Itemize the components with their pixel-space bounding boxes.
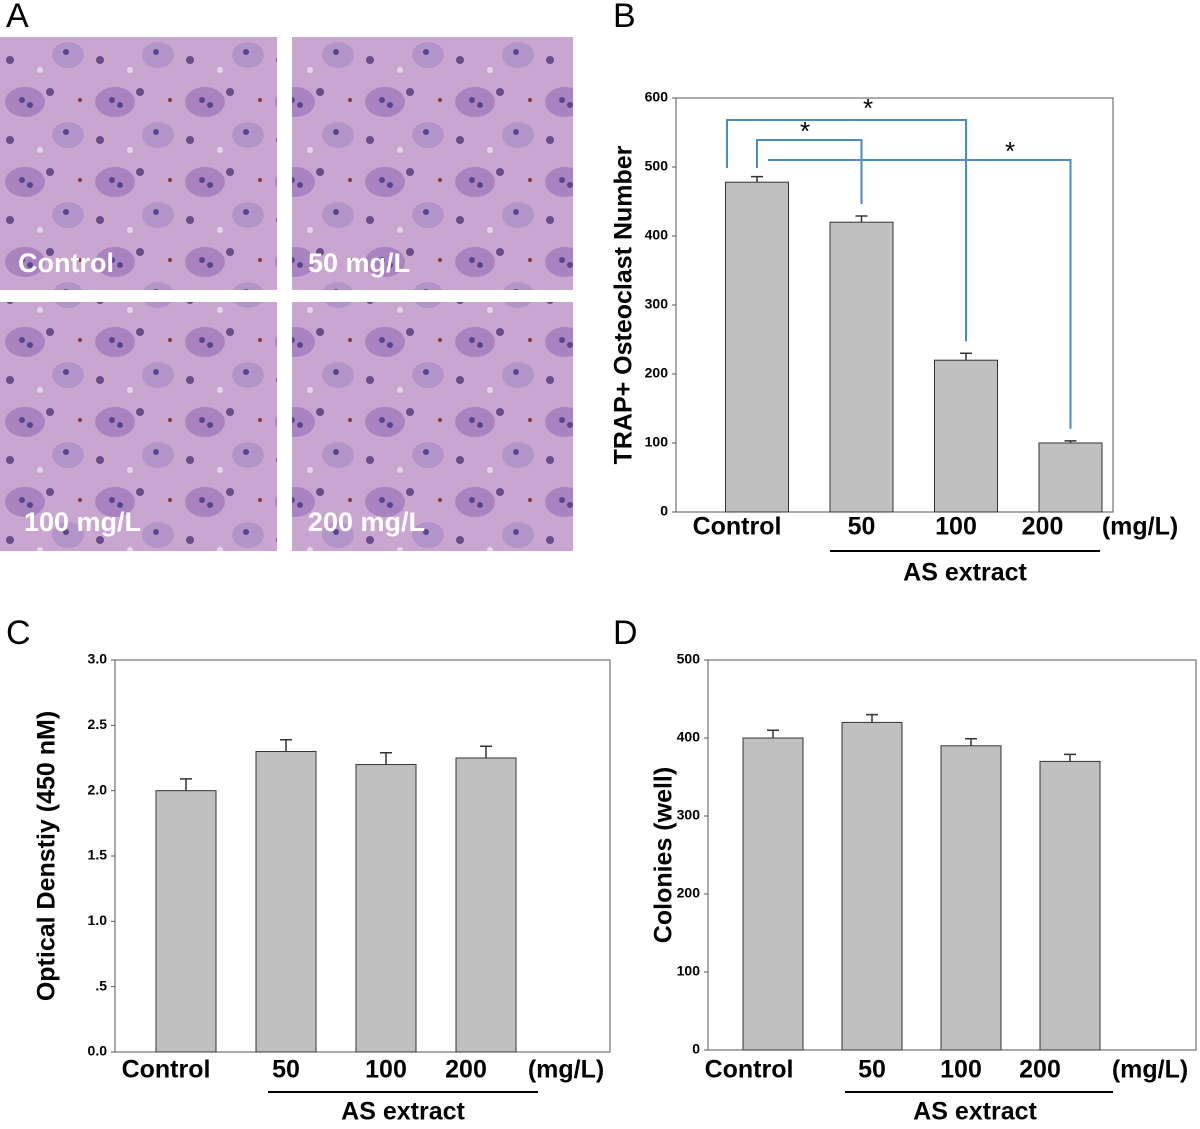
x-tick-label: 200 [1022, 513, 1064, 541]
x-tick-label: 200 [1019, 1056, 1061, 1084]
error-bar [180, 778, 192, 791]
y-axis-label: Optical Denstiy (450 nM) [33, 711, 61, 1001]
x-tick-label: Control [122, 1056, 211, 1084]
bar [255, 750, 317, 1053]
unit-label: (mg/L) [1102, 513, 1178, 541]
x-tick-label: 200 [445, 1056, 487, 1084]
bar [829, 221, 894, 513]
x-tick-label: 50 [272, 1056, 300, 1084]
significance-bracket [756, 139, 863, 204]
x-tick-label: 50 [858, 1056, 886, 1084]
bar [934, 359, 998, 513]
x-tick-label: 100 [935, 513, 977, 541]
panel-label: D [613, 614, 638, 652]
bar [841, 721, 903, 1051]
error-bar [1064, 440, 1077, 443]
panel-label: B [613, 0, 636, 35]
x-tick-label: Control [693, 513, 782, 541]
error-bar [866, 713, 878, 723]
y-tick-label: 200 [645, 365, 669, 381]
group-label: AS extract [913, 1098, 1037, 1126]
error-bar [480, 745, 492, 758]
micrograph [0, 37, 277, 290]
y-tick-label: 400 [645, 227, 669, 243]
bar [1039, 760, 1101, 1051]
error-bar [280, 738, 292, 752]
y-tick-label: 0 [692, 1041, 700, 1057]
bar [1038, 442, 1103, 513]
significance-bracket [726, 119, 967, 342]
y-tick-label: 1.5 [88, 847, 108, 863]
significance-marker: * [1005, 136, 1015, 166]
significance-marker: * [800, 116, 810, 146]
bar [940, 745, 1002, 1051]
y-tick-label: 500 [677, 651, 701, 667]
bar [725, 181, 789, 513]
group-label: AS extract [341, 1098, 465, 1126]
micrograph [292, 37, 573, 290]
y-tick-label: 300 [677, 807, 701, 823]
y-tick-label: 300 [645, 296, 669, 312]
unit-label: (mg/L) [528, 1056, 604, 1084]
bar [455, 757, 517, 1053]
micrograph-label: 50 mg/L [308, 248, 410, 278]
error-bar [960, 352, 972, 361]
micrograph-panel: Control 50 mg/L 100 mg/L 200 mg/L [0, 37, 573, 551]
significance-bracket [768, 159, 1072, 429]
error-bar [1064, 753, 1076, 762]
y-tick-label: 3.0 [88, 651, 108, 667]
bar [742, 737, 804, 1051]
micrograph-label: 100 mg/L [24, 507, 141, 537]
y-axis-label: Colonies (well) [650, 767, 678, 943]
error-bar [767, 729, 779, 738]
y-tick-label: 1.0 [88, 912, 108, 928]
y-tick-label: .5 [95, 977, 107, 993]
panel-label: A [6, 0, 29, 35]
error-bar [380, 752, 392, 765]
y-tick-label: 500 [645, 158, 669, 174]
x-tick-label: Control [705, 1056, 794, 1084]
y-tick-label: 2.5 [88, 716, 108, 732]
micrograph [292, 302, 573, 551]
error-bar [751, 175, 763, 183]
panel-label: C [6, 614, 31, 652]
significance-marker: * [863, 93, 873, 123]
x-tick-label: 100 [365, 1056, 407, 1084]
micrograph-label: Control [18, 248, 114, 278]
error-bar [965, 738, 977, 746]
group-label: AS extract [903, 559, 1027, 587]
x-tick-label: 100 [940, 1056, 982, 1084]
bar [355, 764, 417, 1053]
y-tick-label: 600 [645, 89, 669, 105]
unit-label: (mg/L) [1112, 1056, 1188, 1084]
error-bar [855, 215, 868, 223]
y-tick-label: 400 [677, 729, 701, 745]
y-axis-label: TRAP+ Osteoclast Number [610, 145, 638, 464]
y-tick-label: 200 [677, 885, 701, 901]
y-tick-label: 2.0 [88, 781, 108, 797]
y-tick-label: 0.0 [88, 1043, 108, 1059]
micrograph-label: 200 mg/L [308, 507, 425, 537]
x-tick-label: 50 [848, 513, 876, 541]
y-tick-label: 0 [660, 503, 668, 519]
bar [155, 790, 217, 1053]
y-tick-label: 100 [677, 963, 701, 979]
y-tick-label: 100 [645, 434, 669, 450]
micrograph [0, 302, 277, 551]
